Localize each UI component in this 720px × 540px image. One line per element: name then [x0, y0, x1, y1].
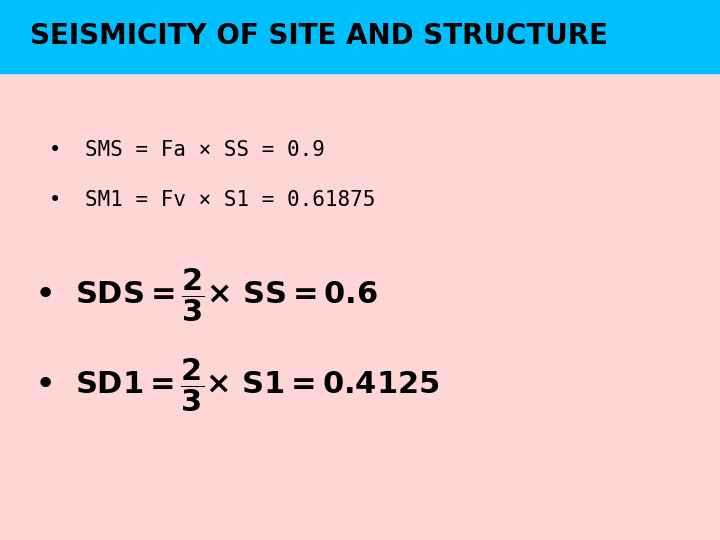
Text: •: •: [35, 368, 55, 402]
Text: SMS = Fa × SS = 0.9: SMS = Fa × SS = 0.9: [85, 140, 325, 160]
Bar: [0, 0, 720, 73]
Text: $\mathbf{SDS = \dfrac{2}{3}{\times}\ SS = 0.6}$: $\mathbf{SDS = \dfrac{2}{3}{\times}\ SS …: [75, 266, 378, 324]
Text: •: •: [49, 190, 61, 210]
Text: $\mathbf{SD1 = \dfrac{2}{3}{\times}\ S1 = 0.4125}$: $\mathbf{SD1 = \dfrac{2}{3}{\times}\ S1 …: [75, 356, 440, 414]
Text: •: •: [49, 140, 61, 160]
Text: •: •: [35, 278, 55, 312]
Text: SEISMICITY OF SITE AND STRUCTURE: SEISMICITY OF SITE AND STRUCTURE: [30, 23, 608, 50]
Text: SM1 = Fv × S1 = 0.61875: SM1 = Fv × S1 = 0.61875: [85, 190, 375, 210]
